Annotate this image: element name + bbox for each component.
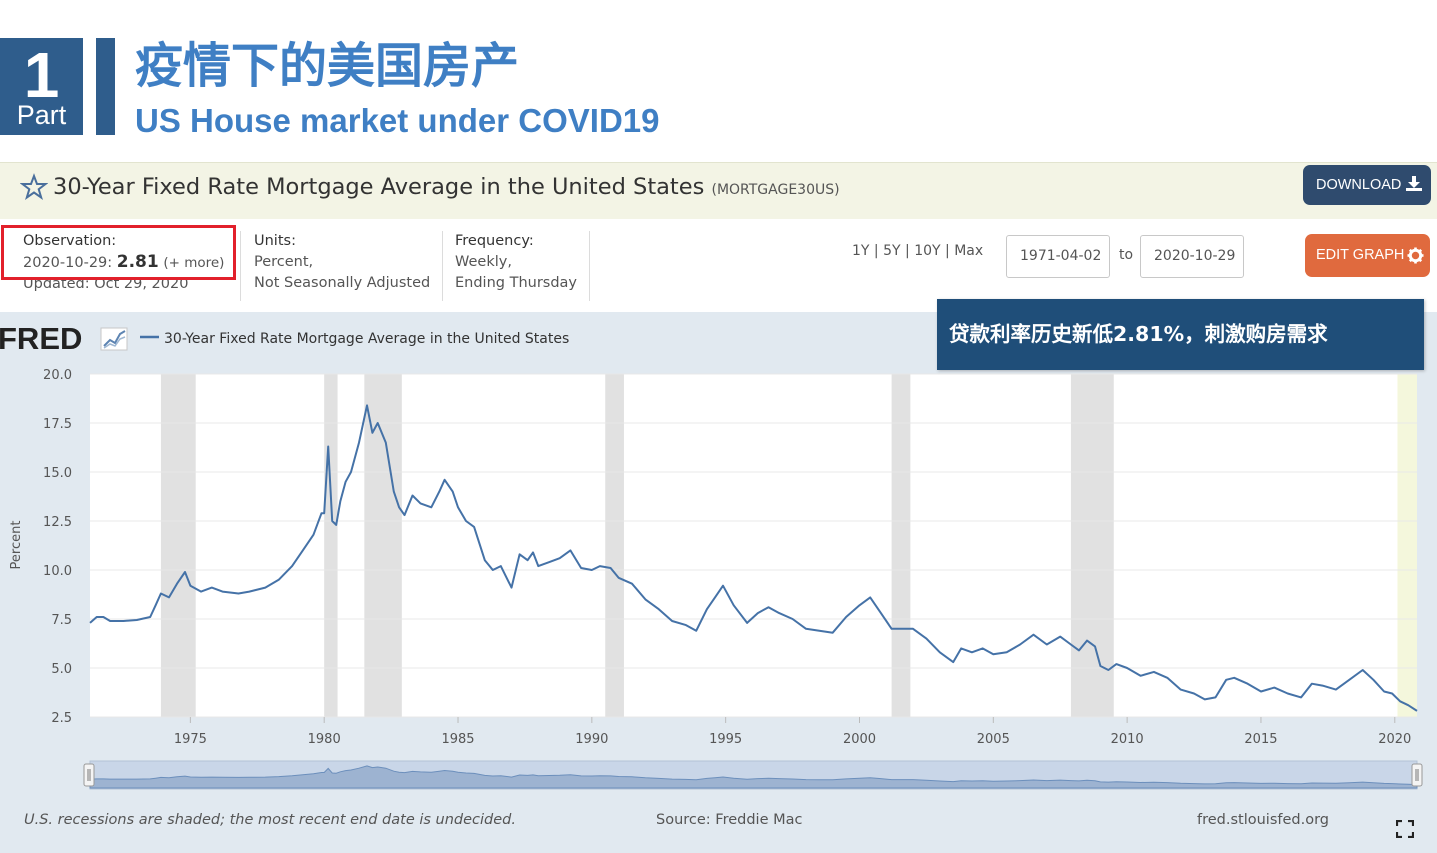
gridlines	[90, 373, 1417, 718]
mortgage-rate-chart: FRED 30-Year Fixed Rate Mortgage Average…	[0, 321, 1423, 790]
frequency-block: Frequency: Weekly, Ending Thursday	[455, 231, 577, 294]
recession-band	[364, 374, 402, 717]
recession-band	[605, 374, 624, 717]
range-navigator[interactable]	[83, 760, 1423, 790]
part-divider-bar	[96, 38, 115, 135]
range-max-link[interactable]: Max	[954, 243, 984, 259]
download-button[interactable]: DOWNLOAD	[1303, 165, 1431, 205]
range-separator: |	[945, 243, 950, 259]
x-tick-label: 1995	[709, 732, 742, 747]
meta-divider	[240, 231, 241, 301]
end-date-input[interactable]: 2020-10-29	[1140, 235, 1244, 278]
x-tick-label: 2000	[843, 732, 876, 747]
fullscreen-icon[interactable]	[1396, 820, 1414, 838]
x-tick-label: 2015	[1244, 732, 1277, 747]
y-tick-label: 2.5	[51, 711, 72, 726]
range-10y-link[interactable]: 10Y	[914, 243, 941, 259]
frequency-line1: Weekly,	[455, 254, 512, 270]
part-badge: 1 Part	[0, 38, 83, 135]
y-tick-label: 10.0	[43, 564, 72, 579]
fred-logo-text: FRED	[0, 321, 82, 356]
y-tick-label: 17.5	[43, 417, 72, 432]
units-line1: Percent,	[254, 254, 314, 270]
observation-more-link[interactable]: (+ more)	[163, 255, 225, 271]
recession-band	[891, 374, 911, 717]
x-tick-label: 2010	[1111, 732, 1144, 747]
observation-date: 2020-10-29:	[23, 255, 113, 271]
series-line	[89, 404, 1418, 712]
navigator-right-handle[interactable]	[1411, 763, 1423, 787]
edit-graph-label: EDIT GRAPH	[1316, 247, 1405, 263]
meta-divider	[442, 231, 443, 301]
meta-divider	[589, 231, 590, 301]
units-block: Units: Percent, Not Seasonally Adjusted	[254, 231, 430, 294]
fred-logo-graph-icon	[100, 327, 128, 351]
x-tick-label: 1990	[575, 732, 608, 747]
x-tick-label: 1985	[441, 732, 474, 747]
x-tick-label: 2005	[977, 732, 1010, 747]
units-line2: Not Seasonally Adjusted	[254, 275, 431, 291]
series-title-text: 30-Year Fixed Rate Mortgage Average in t…	[53, 174, 705, 200]
series-title: 30-Year Fixed Rate Mortgage Average in t…	[53, 172, 840, 205]
slide-title-english: US House market under COVID19	[135, 102, 660, 139]
start-date-input[interactable]: 1971-04-02	[1006, 235, 1110, 278]
range-1y-link[interactable]: 1Y	[852, 243, 870, 259]
frequency-line2: Ending Thursday	[455, 275, 578, 291]
fred-site-link[interactable]: fred.stlouisfed.org	[1197, 812, 1330, 828]
star-icon[interactable]	[20, 173, 48, 201]
frequency-label: Frequency:	[455, 233, 534, 249]
range-separator: |	[905, 243, 910, 259]
edit-graph-button[interactable]: EDIT GRAPH	[1305, 234, 1430, 277]
gear-icon	[1407, 247, 1424, 264]
annotation-callout: 贷款利率历史新低2.81%，刺激购房需求	[937, 299, 1424, 370]
date-to-label: to	[1119, 247, 1134, 263]
observation-value: 2.81	[116, 252, 159, 272]
legend-label: 30-Year Fixed Rate Mortgage Average in t…	[164, 331, 569, 347]
navigator-left-handle[interactable]	[83, 763, 95, 787]
x-tick-label: 2020	[1378, 732, 1411, 747]
x-tick-label: 1980	[308, 732, 341, 747]
recession-band	[324, 374, 338, 717]
x-tick-label: 1975	[174, 732, 207, 747]
y-axis-title: Percent	[9, 521, 24, 570]
series-title-band: 30-Year Fixed Rate Mortgage Average in t…	[0, 162, 1437, 220]
units-label: Units:	[254, 233, 296, 249]
part-number: 1	[23, 39, 60, 111]
observation-highlight-box	[1, 225, 236, 280]
y-tick-label: 15.0	[43, 466, 72, 481]
y-tick-label: 12.5	[43, 515, 72, 530]
updated-date: Updated: Oct 29, 2020	[23, 276, 189, 292]
y-tick-label: 7.5	[51, 613, 72, 628]
navigator-series-area	[89, 765, 1418, 789]
slide-title-chinese: 疫情下的美国房产	[135, 38, 520, 94]
recession-band	[160, 374, 196, 717]
y-tick-label: 5.0	[51, 662, 72, 677]
observation-label: Observation:	[23, 233, 117, 249]
range-5y-link[interactable]: 5Y	[883, 243, 901, 259]
range-separator: |	[873, 243, 879, 259]
observation-block: Observation: 2020-10-29: 2.81 (+ more) U…	[23, 231, 224, 295]
y-axis-ticks: 2.5 5.0 7.5 10.0 12.5 15.0 17.5 20.0	[43, 368, 72, 726]
recession-shading	[160, 374, 1417, 717]
source-credit: Source: Freddie Mac	[656, 812, 803, 828]
download-label: DOWNLOAD	[1316, 177, 1402, 193]
x-axis-ticks: 1975 1980 1985 1990 1995 2000 2005 2010 2015 2020	[174, 717, 1411, 747]
recession-band	[1397, 374, 1417, 717]
recession-note: U.S. recessions are shaded; the most rec…	[24, 812, 516, 828]
part-label: Part	[16, 100, 67, 130]
plot-area	[90, 374, 1417, 717]
download-icon	[1406, 176, 1422, 191]
fred-logo: FRED	[0, 321, 128, 356]
range-selector: 1Y | 5Y | 10Y | Max	[852, 243, 983, 259]
y-tick-label: 20.0	[43, 368, 72, 383]
series-id: (MORTGAGE30US)	[711, 182, 840, 198]
recession-band	[1070, 374, 1114, 717]
